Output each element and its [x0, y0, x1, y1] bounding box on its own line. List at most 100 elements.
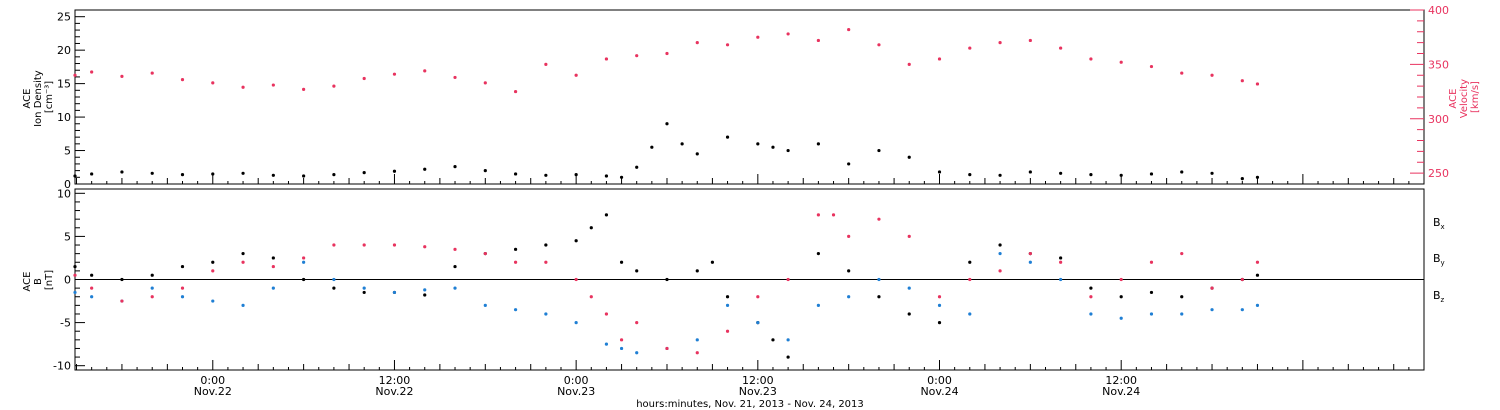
density-point: [604, 174, 609, 178]
bx-point: [877, 295, 881, 299]
density-point: [180, 173, 185, 177]
legend-by-main: B: [1433, 252, 1441, 265]
by-point: [1028, 260, 1032, 264]
by-point: [150, 286, 154, 290]
bx-point: [816, 252, 820, 256]
velocity-point: [271, 83, 275, 87]
bx-point: [180, 264, 185, 269]
data-points: [73, 27, 1260, 359]
bx-point: [589, 226, 593, 230]
bx-point: [937, 320, 942, 325]
bz-point: [695, 351, 699, 355]
velocity-point: [1149, 64, 1154, 69]
velocity-point: [1089, 57, 1093, 61]
by-point: [1119, 316, 1123, 320]
bottom-ylabel: ACE B [nT]: [22, 268, 55, 291]
top-right-tick-label: 250: [1428, 167, 1449, 180]
bx-point: [968, 260, 972, 264]
bx-point: [604, 213, 609, 217]
top-left-axis: 0 5 10 15 20 25: [57, 11, 85, 191]
by-point: [574, 320, 578, 325]
by-point: [937, 303, 942, 307]
top-ylabel-right: ACE Velocity [km/s]: [1448, 76, 1481, 118]
density-point: [635, 165, 639, 169]
velocity-point: [302, 87, 306, 91]
bz-point: [937, 295, 942, 299]
bz-point: [453, 247, 457, 251]
by-point: [423, 288, 427, 292]
bx-point: [771, 338, 775, 342]
by-point: [90, 295, 94, 299]
legend-bx: Bx: [1433, 216, 1445, 231]
x-tick-label-time: 0:00: [200, 374, 225, 387]
density-point: [998, 173, 1002, 177]
x-tick-label-date: Nov.23: [557, 385, 595, 398]
legend-bz-main: B: [1433, 289, 1441, 302]
x-tick-label-time: 0:00: [564, 374, 589, 387]
velocity-point: [604, 57, 609, 61]
top-panel-frame: [74, 9, 1425, 185]
velocity-point: [73, 73, 77, 77]
bz-point: [241, 260, 245, 264]
density-point: [1089, 173, 1093, 177]
by-point: [73, 290, 77, 295]
by-point: [604, 342, 609, 346]
velocity-point: [665, 51, 669, 56]
by-point: [877, 277, 881, 282]
bx-point: [725, 295, 730, 299]
velocity-point: [1119, 60, 1123, 64]
bz-point: [907, 234, 911, 239]
bz-point: [73, 273, 77, 277]
x-tick-label-date: Nov.24: [1102, 385, 1140, 398]
density-point: [1149, 172, 1154, 176]
bx-point: [241, 252, 245, 256]
density-point: [680, 142, 684, 146]
by-point: [453, 286, 457, 290]
bz-point: [544, 260, 548, 264]
by-point: [271, 286, 275, 290]
bx-point: [453, 264, 457, 269]
bz-point: [302, 256, 306, 260]
top-left-tick-label: 0: [64, 178, 71, 191]
bz-point: [90, 286, 94, 290]
bz-point: [604, 312, 609, 316]
density-point: [120, 170, 124, 174]
bz-point: [665, 346, 669, 351]
by-point: [1089, 312, 1093, 316]
bx-point: [695, 269, 699, 273]
top-ylabel-line-1: ACE: [22, 89, 33, 109]
bx-point: [574, 239, 578, 243]
bx-point: [998, 243, 1002, 247]
density-point: [423, 167, 427, 171]
top-right-axis: 250 300 350 400: [1410, 4, 1449, 180]
by-point: [619, 346, 624, 351]
by-point: [1180, 312, 1184, 316]
by-point: [1149, 312, 1154, 316]
by-point: [635, 351, 639, 355]
bx-point: [211, 260, 215, 264]
top-ylabel-right-line-3: [km/s]: [1470, 81, 1481, 113]
velocity-point: [120, 74, 124, 78]
legend: Bx By Bz: [1433, 216, 1445, 304]
velocity-point: [968, 46, 972, 50]
bz-point: [1089, 295, 1093, 299]
density-point: [907, 155, 911, 159]
density-point: [150, 171, 154, 175]
density-point: [786, 148, 790, 153]
top-left-tick-label: 25: [57, 11, 71, 24]
velocity-point: [877, 43, 881, 47]
bx-point: [1255, 273, 1260, 277]
density-point: [332, 173, 336, 177]
top-ylabel-line-2: Ion Density: [33, 70, 44, 127]
velocity-point: [1059, 46, 1063, 50]
by-point: [695, 338, 699, 342]
density-point: [771, 145, 775, 149]
density-point: [695, 152, 699, 156]
bz-point: [831, 213, 836, 217]
by-point: [847, 295, 851, 299]
legend-bz: Bz: [1433, 289, 1445, 304]
density-point: [513, 172, 518, 176]
velocity-point: [392, 72, 397, 76]
bz-point: [211, 269, 215, 273]
